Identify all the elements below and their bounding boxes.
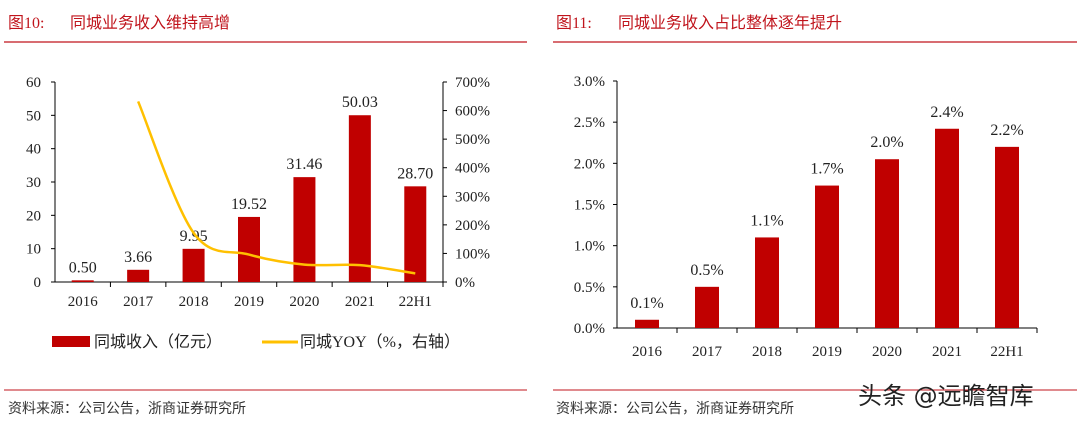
- x-tick-label: 2017: [123, 294, 154, 310]
- right-source: 资料来源：公司公告，浙商证券研究所: [556, 401, 794, 417]
- right-figure-title: 同城业务收入占比整体逐年提升: [618, 14, 842, 32]
- bar-value-label: 0.5%: [690, 262, 723, 279]
- right-chart: 0.0% 0.5% 1.0% 1.5% 2.0% 2.5% 3.0% 0.1% 2016 0.5%…: [574, 74, 1038, 360]
- bar-2019: [238, 216, 260, 282]
- y-tick-label: 1.5%: [574, 198, 605, 214]
- bar-value-label: 2.0%: [870, 134, 903, 151]
- y-tick-label: 10: [26, 242, 41, 258]
- x-tick-label: 2018: [752, 344, 782, 360]
- bar-2021: [348, 115, 371, 282]
- y-tick-label: 30: [26, 175, 41, 191]
- bar-value-label: 0.50: [69, 259, 97, 276]
- bar-value-label: 2.2%: [990, 122, 1023, 139]
- bar-value-label: 2.4%: [930, 104, 963, 121]
- watermark: 头条 @远瞻智库: [858, 382, 1034, 410]
- x-tick-label: 22H1: [399, 294, 432, 310]
- x-tick-label: 2019: [812, 344, 842, 360]
- y-tick-label: 20: [26, 208, 41, 224]
- y-tick-label: 0: [34, 275, 42, 291]
- x-tick-label: 2017: [692, 344, 723, 360]
- x-tick-label: 2018: [179, 294, 209, 310]
- bar-2018: [182, 248, 205, 282]
- y-tick-label: 2.5%: [574, 115, 605, 131]
- bar-value-label: 0.1%: [630, 295, 663, 312]
- y-tick-label: 3.0%: [574, 74, 605, 90]
- left-figure-number: 图10:: [8, 15, 44, 32]
- x-tick-label: 2020: [872, 344, 902, 360]
- y2-tick-label: 600%: [455, 104, 490, 120]
- yoy-line: [136, 100, 416, 275]
- y-tick-label: 0.0%: [574, 321, 605, 337]
- bar-2018: [755, 237, 779, 328]
- left-chart: 01020304050600%100%200%300%400%500%600%7…: [26, 75, 490, 310]
- bar-value-label: 3.66: [124, 249, 152, 266]
- y-tick-label: 60: [26, 75, 41, 91]
- y2-tick-label: 500%: [455, 132, 490, 148]
- bar-2021: [935, 128, 959, 328]
- left-figure-title: 同城业务收入维持高增: [70, 14, 230, 32]
- bar-value-label: 1.7%: [810, 161, 843, 178]
- x-tick-label: 2016: [68, 294, 99, 310]
- bar-22H1: [404, 186, 427, 282]
- x-tick-label: 2019: [234, 294, 264, 310]
- x-tick-label: 2021: [932, 344, 962, 360]
- y-tick-label: 2.0%: [574, 156, 605, 172]
- y-tick-label: 1.0%: [574, 239, 605, 255]
- bar-value-label: 31.46: [286, 156, 322, 173]
- right-figure-number: 图11:: [556, 15, 592, 32]
- x-tick-label: 2020: [289, 294, 319, 310]
- bar-2019: [815, 185, 839, 328]
- y-tick-label: 40: [26, 142, 41, 158]
- x-tick-label: 2016: [632, 344, 663, 360]
- y2-tick-label: 300%: [455, 189, 490, 205]
- x-tick-label: 2021: [345, 294, 375, 310]
- legend-line-label: 同城YOY（%，右轴）: [300, 333, 460, 351]
- bar-value-label: 19.52: [231, 196, 267, 213]
- y-tick-label: 50: [26, 108, 41, 124]
- bar-2017: [695, 286, 719, 328]
- y-tick-label: 0.5%: [574, 280, 605, 296]
- y2-tick-label: 0%: [455, 275, 475, 291]
- bar-2017: [127, 269, 150, 282]
- y2-tick-label: 700%: [455, 75, 490, 91]
- bar-22H1: [995, 146, 1019, 328]
- legend-bar-label: 同城收入（亿元）: [94, 333, 222, 351]
- left-source: 资料来源：公司公告，浙商证券研究所: [8, 401, 246, 417]
- legend-bar-swatch: [52, 336, 90, 347]
- bar-2020: [293, 177, 316, 282]
- bar-value-label: 50.03: [342, 94, 378, 111]
- x-tick-label: 22H1: [990, 344, 1023, 360]
- bar-2016: [71, 280, 94, 282]
- bar-2020: [875, 159, 899, 328]
- y2-tick-label: 400%: [455, 161, 490, 177]
- bar-2016: [635, 319, 659, 328]
- legend: 同城收入（亿元） 同城YOY（%，右轴）: [52, 333, 460, 351]
- bar-value-label: 28.70: [397, 165, 433, 182]
- y2-tick-label: 200%: [455, 218, 490, 234]
- y2-tick-label: 100%: [455, 246, 490, 262]
- bar-value-label: 1.1%: [750, 212, 783, 229]
